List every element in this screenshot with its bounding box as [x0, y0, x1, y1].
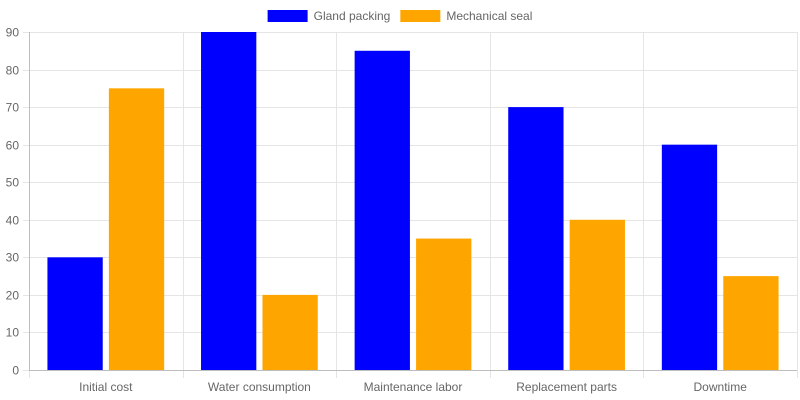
- bar-mechanical-seal[interactable]: [723, 276, 779, 370]
- bar-mechanical-seal[interactable]: [416, 238, 472, 370]
- legend-item[interactable]: Gland packing: [267, 9, 391, 23]
- y-tick-label: 10: [6, 326, 20, 340]
- bar-mechanical-seal[interactable]: [262, 294, 318, 370]
- x-tick-label: Maintenance labor: [364, 380, 463, 394]
- y-tick-label: 60: [6, 139, 20, 153]
- y-tick-label: 80: [6, 64, 20, 78]
- y-tick-label: 90: [6, 26, 20, 40]
- bar-gland-packing[interactable]: [47, 257, 103, 370]
- y-tick-label: 50: [6, 176, 20, 190]
- x-tick-label: Water consumption: [208, 380, 311, 394]
- bar-gland-packing[interactable]: [201, 32, 257, 370]
- x-tick-label: Downtime: [694, 380, 748, 394]
- bar-mechanical-seal[interactable]: [108, 88, 165, 370]
- bar-gland-packing[interactable]: [354, 50, 410, 371]
- y-axis: 0 10 20 30 40 50 60 70 80 90: [6, 26, 797, 378]
- bar-gland-packing[interactable]: [661, 144, 718, 370]
- x-tick-label: Initial cost: [79, 380, 133, 394]
- legend-label: Gland packing: [314, 9, 391, 23]
- y-tick-label: 40: [6, 214, 20, 228]
- y-tick-label: 70: [6, 101, 20, 115]
- legend-swatch: [400, 10, 441, 22]
- bar-gland-packing[interactable]: [508, 107, 564, 370]
- bars: [47, 32, 779, 371]
- legend: Gland packing Mechanical seal: [267, 9, 532, 23]
- y-tick-label: 20: [6, 289, 20, 303]
- bar-mechanical-seal[interactable]: [569, 219, 625, 370]
- legend-swatch: [267, 10, 308, 22]
- x-axis: Initial cost Water consumption Maintenance…: [79, 380, 747, 394]
- x-tick-label: Replacement parts: [516, 380, 617, 394]
- legend-item[interactable]: Mechanical seal: [400, 9, 532, 23]
- y-tick-label: 30: [6, 251, 20, 265]
- y-tick-label: 0: [12, 364, 19, 378]
- legend-label: Mechanical seal: [446, 9, 532, 23]
